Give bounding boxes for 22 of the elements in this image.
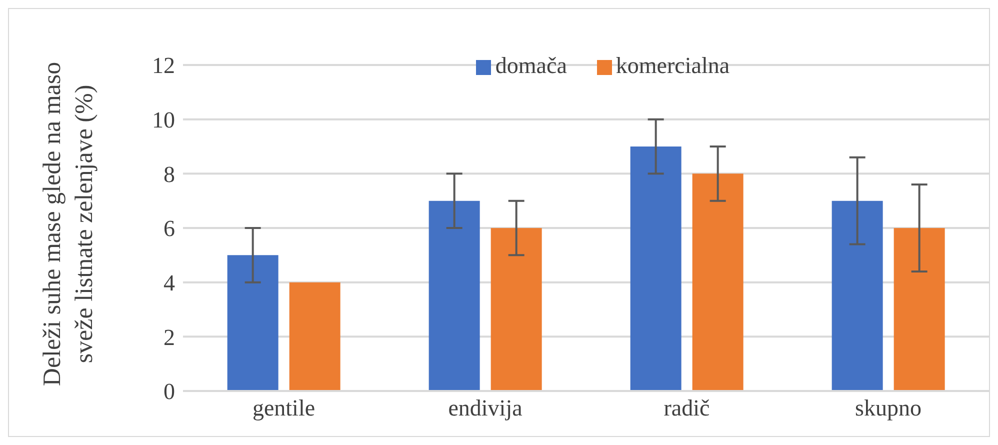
y-tick-label: 10 — [152, 108, 175, 132]
bar — [490, 228, 542, 391]
y-axis-title: Deleži suhe mase glede na maso sveže listnate zelenjave (%) — [38, 60, 99, 388]
y-tick-label: 6 — [164, 216, 175, 242]
legend-label: komercialna — [616, 53, 730, 78]
x-tick-label: skupno — [855, 395, 922, 420]
x-tick-label: gentile — [252, 395, 316, 420]
bar — [832, 200, 883, 391]
y-tick-label: 8 — [164, 162, 175, 187]
bar — [289, 282, 340, 391]
y-tick-label: 0 — [164, 379, 175, 404]
y-tick-label: 12 — [152, 53, 175, 78]
bar — [692, 174, 744, 391]
y-tick-label: 4 — [164, 270, 176, 296]
x-tick-label: radič — [664, 395, 710, 420]
y-tick-label: 2 — [164, 324, 175, 350]
x-tick-label: endivija — [448, 395, 522, 420]
bar — [630, 146, 682, 391]
bar — [227, 255, 278, 391]
bar — [428, 200, 480, 391]
bar — [894, 228, 945, 391]
legend-label: domača — [495, 53, 567, 78]
